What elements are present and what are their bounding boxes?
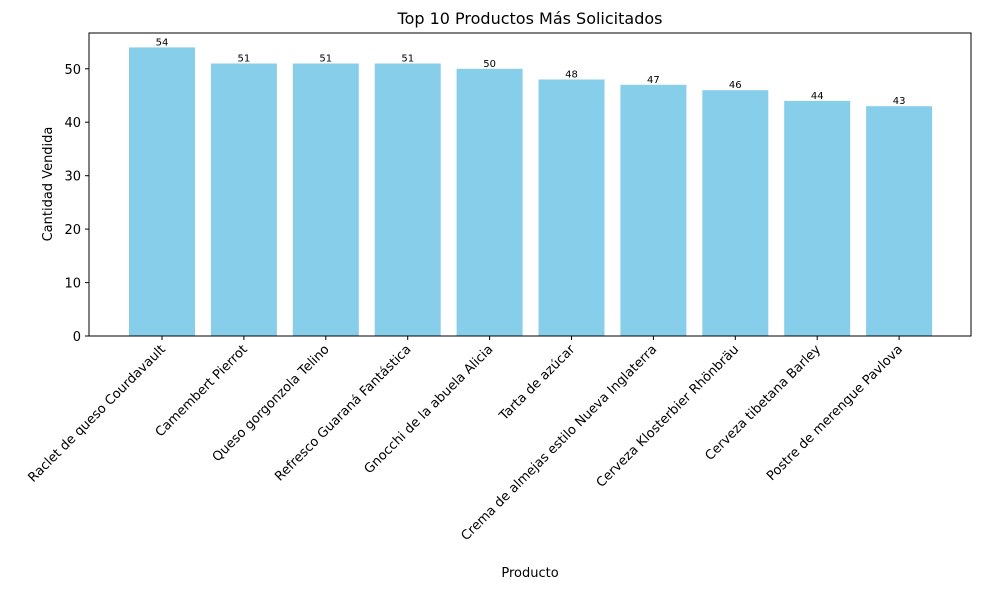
bar (210, 63, 277, 336)
y-tick-label: 0 (73, 330, 81, 345)
bar-value-label: 48 (565, 70, 578, 81)
bar (538, 79, 605, 336)
y-tick-label: 10 (64, 277, 81, 292)
y-tick-label: 30 (64, 170, 81, 185)
x-tick-label: Tarta de azúcar (496, 342, 579, 425)
bar-labels-group: 54 51 51 51 50 48 47 46 44 43 (156, 37, 906, 107)
y-tick-label: 40 (64, 116, 81, 131)
bar-value-label: 51 (401, 54, 414, 65)
bar-value-label: 51 (238, 54, 251, 65)
bar (866, 106, 933, 336)
y-axis: 0 10 20 30 40 50 (64, 63, 89, 345)
bar (702, 90, 769, 336)
bar-value-label: 44 (811, 91, 824, 102)
x-tick-label: Postre de merengue Pavlova (764, 342, 906, 484)
bar (456, 68, 523, 337)
bar-value-label: 47 (647, 75, 660, 86)
x-axis-label: Producto (501, 566, 558, 581)
bar (292, 63, 359, 336)
x-tick-label: Refresco Guaraná Fantástica (272, 342, 414, 484)
bar-value-label: 50 (483, 59, 496, 70)
x-tick-label: Cerveza Klosterbier Rhönbräu (594, 342, 742, 490)
bar (784, 100, 851, 337)
x-tick-label: Gnocchi de la abuela Alicia (362, 342, 497, 477)
bar (374, 63, 441, 336)
bar-value-label: 51 (319, 54, 332, 65)
plot-frame (88, 32, 972, 337)
bars-group (129, 47, 933, 337)
y-tick-label: 50 (64, 63, 81, 78)
bar-value-label: 43 (893, 96, 906, 107)
x-tick-label: Raclet de queso Courdavault (26, 342, 169, 485)
x-tick-label: Camembert Pierrot (153, 342, 251, 440)
bar (129, 47, 195, 337)
y-axis-label: Cantidad Vendida (41, 127, 56, 242)
chart-title: Top 10 Productos Más Solicitados (397, 9, 663, 28)
bar-value-label: 54 (156, 37, 169, 48)
bar (620, 84, 687, 336)
bar-value-label: 46 (729, 80, 742, 91)
y-tick-label: 20 (64, 223, 81, 238)
